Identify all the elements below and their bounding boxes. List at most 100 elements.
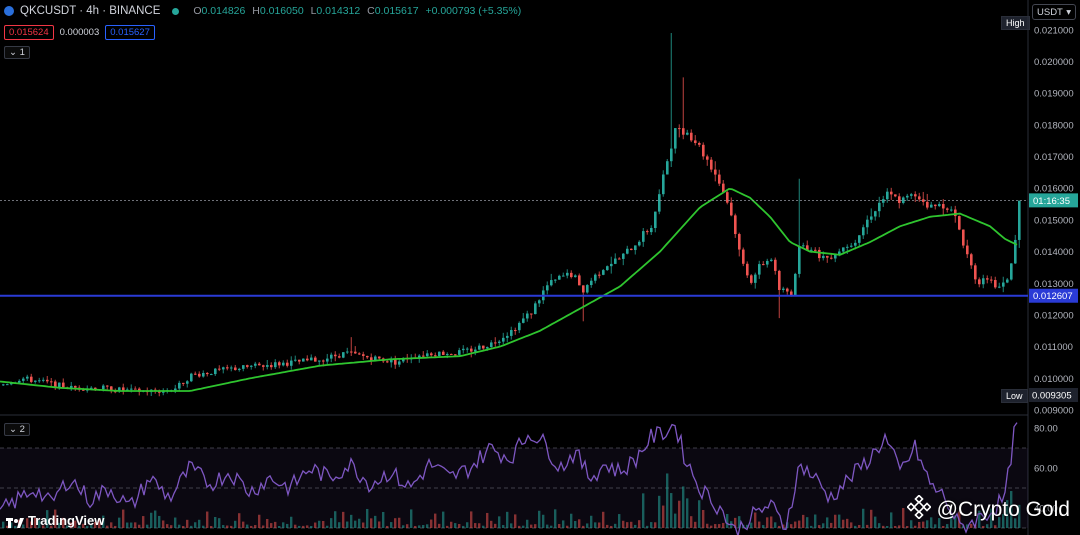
volume-bar [250,525,253,528]
candle-body [378,356,381,359]
volume-bar [302,525,305,528]
candle-body [586,285,589,293]
volume-bar [962,525,965,528]
tradingview-icon [6,516,24,528]
candle-body [358,353,361,355]
candle-body [350,351,353,353]
candle-body [818,249,821,259]
candle-body [374,356,377,361]
candle-body [698,143,701,145]
candle-body [170,390,173,392]
candle-body [662,174,665,195]
candle-body [326,358,329,362]
candle-body [34,380,37,382]
market-open-icon [172,7,180,15]
candle-body [502,337,505,342]
candle-body [186,381,189,384]
volume-bar [486,512,489,528]
volume-bar [670,493,673,528]
volume-bar [790,524,793,528]
volume-bar [134,522,137,528]
price-tick-label: 0.016000 [1034,184,1074,195]
candle-body [1006,279,1009,283]
candle-body [158,390,161,393]
candle-body [594,274,597,281]
volume-bar [346,521,349,528]
high-value: 0.016050 [259,5,304,17]
candle-body [510,330,513,336]
candle-body [794,273,797,296]
candle-body [238,368,241,371]
support-price-tag [1029,288,1078,303]
volume-bar [566,525,569,528]
moving-average-line [0,187,1018,392]
volume-bar [902,508,905,528]
candle-body [450,353,453,355]
volume-bar [878,523,881,528]
candle-body [578,275,581,286]
close-key: C [367,5,375,17]
volume-bar [490,520,493,528]
volume-bar [298,525,301,528]
volume-bar [618,514,621,528]
chevron-down-icon: ▾ [1066,6,1071,18]
candle-body [50,381,53,383]
candle-body [422,355,425,357]
low-price-tag [1029,388,1078,402]
volume-bar [218,518,221,528]
candle-body [658,194,661,212]
volume-bar [894,525,897,528]
candle-body [258,363,261,366]
candle-body [894,194,897,197]
volume-bar [698,500,701,528]
candle-body [306,358,309,361]
volume-bar [534,524,537,528]
candle-body [126,389,129,391]
candle-body [918,196,921,200]
volume-bar [714,524,717,528]
candle-body [550,280,553,286]
low-key: L [310,5,317,17]
candle-body [402,357,405,362]
currency-unit-select[interactable]: USDT ▾ [1032,4,1076,20]
candle-body [342,352,345,358]
volume-bar [734,517,737,528]
volume-bar [482,525,485,528]
price-tick-label: 0.010000 [1034,374,1074,385]
volume-bar [638,520,641,528]
candle-body [934,204,937,207]
candle-body [454,354,457,356]
indicator-pane-tag: 2 [19,424,25,435]
candle-body [270,365,273,368]
buy-price-button[interactable]: 0.015627 [105,25,155,40]
volume-bar [562,520,565,528]
volume-bar [350,514,353,528]
volume-bar [118,517,121,528]
candle-body [674,128,677,149]
indicator-pane-collapse-button[interactable]: ⌄ 2 [4,423,30,436]
candle-body [266,365,269,367]
candle-body [554,279,557,281]
main-pane-collapse-button[interactable]: ⌄ 1 [4,46,30,59]
volume-bar [386,525,389,528]
volume-bar [202,525,205,528]
symbol-title[interactable]: QKCUSDT · 4h · BINANCE [20,5,161,17]
candle-body [202,372,205,377]
candle-body [950,209,953,211]
volume-bar [550,525,553,528]
candle-body [958,216,961,230]
volume-bar [678,500,681,528]
price-tick-label: 0.021000 [1034,25,1074,36]
volume-bar [546,524,549,528]
sell-price-button[interactable]: 0.015624 [4,25,54,40]
candle-body [1014,239,1017,264]
candle-body [930,204,933,208]
candle-body [1010,263,1013,280]
candle-body [598,274,601,276]
volume-bar [434,513,437,528]
candle-body [1002,282,1005,287]
volume-bar [802,514,805,528]
volume-bar [366,508,369,528]
volume-bar [190,525,193,528]
